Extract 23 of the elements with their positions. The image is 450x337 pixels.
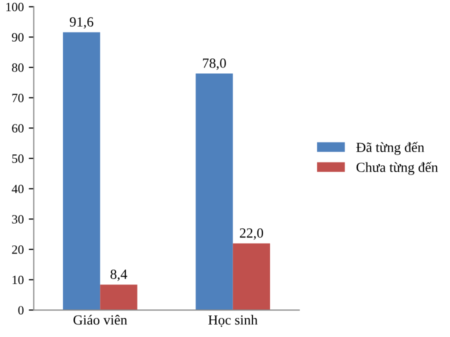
- bar: [196, 73, 233, 310]
- data-label: 78,0: [203, 58, 226, 70]
- data-label: 91,6: [70, 17, 94, 29]
- y-tick-label: 80: [12, 63, 24, 72]
- y-tick-label: 10: [12, 276, 24, 284]
- bar: [62, 32, 100, 310]
- x-tick-label: Học sinh: [208, 314, 258, 327]
- y-tick-label: 30: [12, 215, 24, 224]
- y-tick-label: 0: [18, 306, 24, 314]
- y-tick-label: 70: [12, 94, 24, 102]
- bar: [232, 243, 270, 310]
- y-tick-label: 20: [12, 245, 24, 254]
- x-tick-label: Giáo viên: [74, 314, 128, 325]
- y-tick-label: 40: [12, 184, 24, 194]
- y-tick-label: 100: [6, 2, 24, 12]
- y-tick-label: 50: [12, 154, 24, 163]
- legend-label: Đã từng đến: [356, 142, 424, 155]
- data-label: 8,4: [110, 270, 128, 281]
- bar: [100, 284, 138, 310]
- legend-label: Chưa từng đến: [356, 162, 438, 175]
- y-tick-label: 60: [12, 124, 24, 133]
- data-label: 22,0: [240, 228, 264, 240]
- y-tick-label: 90: [12, 33, 24, 42]
